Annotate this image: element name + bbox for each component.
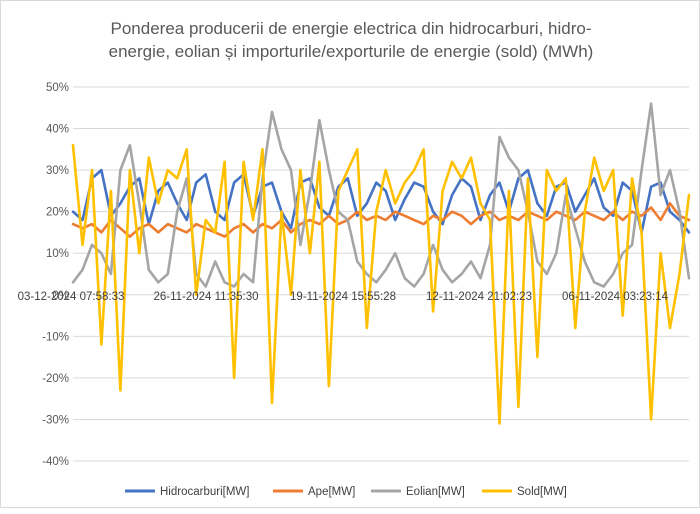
series-line-eolian-mw [71, 102, 691, 288]
y-tick-label: 20% [46, 207, 69, 219]
legend: Hidrocarburi[MW] Ape[MW] Eolian[MW] Sold[MW… [125, 486, 567, 498]
y-tick-label: -20% [42, 373, 69, 385]
legend-entry: Eolian[MW] [406, 486, 465, 498]
x-tick-label: 03-12-2024 07:58:33 [18, 291, 125, 303]
series-line-sold-mw [71, 143, 691, 425]
x-axis-ticks: 03-12-2024 07:58:33 26-11-2024 11:35:30 19… [18, 291, 669, 303]
legend-entry: Ape[MW] [308, 486, 355, 498]
x-tick-label: 19-11-2024 15:55:28 [290, 291, 396, 303]
y-tick-label: -40% [42, 456, 69, 468]
legend-entry: Hidrocarburi[MW] [160, 486, 249, 498]
y-tick-label: 0% [52, 290, 69, 302]
legend-entry: Sold[MW] [517, 486, 567, 498]
series-line-ape-mw [71, 202, 691, 238]
gridlines [73, 86, 689, 462]
y-tick-label: -30% [42, 414, 69, 426]
chart-title-line-2: energie, eolian și importurile/exporturi… [109, 42, 594, 61]
chart-title-line-1: Ponderea producerii de energie electrica… [111, 19, 592, 38]
series-lines [71, 102, 691, 425]
x-tick-label: 26-11-2024 11:35:30 [153, 291, 258, 303]
x-tick-label: 12-11-2024 21:02:23 [426, 291, 532, 303]
x-tick-label: 06-11-2024 03:23:14 [562, 291, 669, 303]
y-tick-label: -10% [42, 331, 69, 343]
y-tick-label: 30% [46, 165, 69, 177]
y-tick-label: 50% [46, 82, 69, 94]
y-tick-label: 10% [46, 248, 69, 260]
y-tick-label: 40% [46, 124, 69, 136]
y-axis-ticks: 50% 40% 30% 20% 10% 0% -10% -20% -30% -40% [42, 82, 69, 468]
